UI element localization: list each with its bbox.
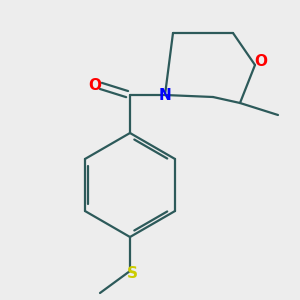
Text: N: N: [159, 88, 171, 103]
Text: O: O: [88, 77, 101, 92]
Text: O: O: [254, 55, 268, 70]
Text: S: S: [127, 266, 137, 280]
